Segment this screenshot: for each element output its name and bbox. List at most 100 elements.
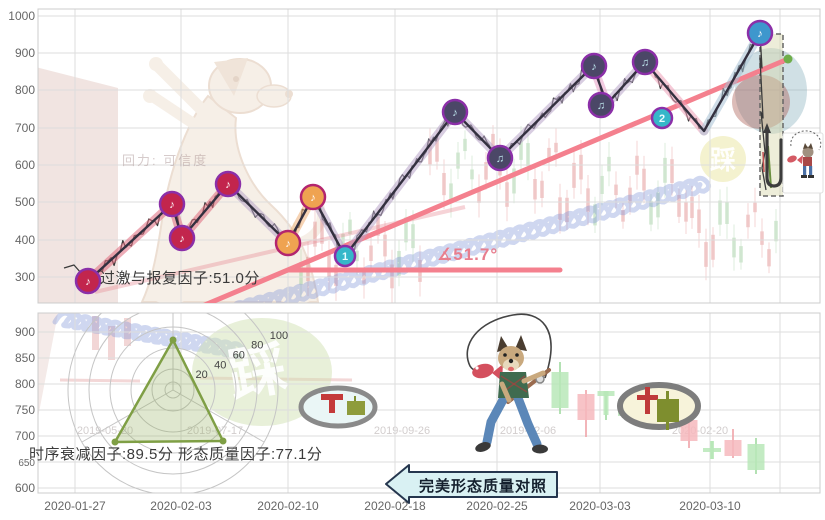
swing-marker[interactable]: ♪ <box>274 229 302 257</box>
watermark-candle-body <box>670 159 674 184</box>
swing-marker-circle[interactable] <box>158 190 186 218</box>
radar-ring-label: 40 <box>214 359 226 371</box>
watermark-candle-body <box>718 200 722 225</box>
watermark-candle-body <box>600 175 604 194</box>
pattern-badge-ellipse[interactable] <box>298 385 378 429</box>
radar-spoke <box>81 389 174 443</box>
swing-marker-circle[interactable] <box>746 19 774 47</box>
swing-marker-circle[interactable] <box>74 267 102 295</box>
watermark-squiggle <box>228 175 712 303</box>
swing-marker[interactable]: ♫ <box>587 91 615 119</box>
swing-marker-glyph: ♪ <box>452 107 458 119</box>
watermark-candle-body <box>369 245 373 262</box>
dog-arm <box>499 381 512 403</box>
watermark-candle-body <box>579 154 583 180</box>
forecast-blob-teal <box>735 48 807 134</box>
watermark-candle-body <box>470 169 474 180</box>
swing-marker[interactable]: ♪ <box>158 190 186 218</box>
swing-marker[interactable]: 1 <box>333 244 357 268</box>
swing-marker-glyph: ♫ <box>597 100 605 112</box>
watermark-candle-body <box>299 262 303 285</box>
watermark-red-candle <box>92 316 99 350</box>
swing-marker-glyph: ♪ <box>591 61 597 73</box>
candle-body <box>577 394 595 420</box>
swing-marker[interactable]: ♫ <box>486 144 514 172</box>
watermark-candle-body <box>593 204 597 226</box>
watermark-candle-body <box>760 231 764 245</box>
banner-arrow-shape[interactable] <box>385 464 558 504</box>
overshoot-factor-label: 过激与报复因子:51.0分 <box>100 270 260 287</box>
banner-arrow[interactable] <box>385 464 558 504</box>
swing-marker-circle[interactable] <box>441 98 469 126</box>
watermark-candle-body <box>684 202 688 222</box>
trend-end-dot <box>783 54 793 64</box>
swing-marker-circle[interactable] <box>587 91 615 119</box>
mini-dog-shoe <box>801 175 807 178</box>
swing-marker-glyph: ♪ <box>310 192 316 204</box>
swing-marker[interactable]: ♪ <box>168 224 196 252</box>
radar-vertex-dot <box>219 437 227 445</box>
watermark-candle-body <box>565 197 569 223</box>
stamp-circle <box>700 136 746 182</box>
swing-marker[interactable]: ♪ <box>746 19 774 47</box>
dog-muzzle <box>503 359 519 371</box>
swing-marker-circle[interactable] <box>168 224 196 252</box>
y-axis-tick-label: 300 <box>15 270 35 284</box>
forecast-blob-red <box>732 75 790 129</box>
dog-ear <box>214 58 248 96</box>
swing-marker-glyph: ♪ <box>225 179 231 191</box>
radar-polygon <box>113 338 225 444</box>
swing-marker-circle[interactable] <box>580 52 608 80</box>
watermark-candle-body <box>477 189 481 203</box>
x-axis-tick-label: 2020-02-03 <box>150 499 212 513</box>
watermark-candle-body <box>376 216 380 236</box>
mini-dog-ear <box>808 143 813 149</box>
watermark-candle-body <box>732 237 736 258</box>
swing-marker[interactable]: ♪ <box>299 183 327 211</box>
pattern-badge-right[interactable] <box>617 382 701 430</box>
swing-marker-glyph: ♫ <box>641 57 649 69</box>
x-axis-tick-label: 2020-03-03 <box>569 499 631 513</box>
fishing-line <box>466 313 552 379</box>
decay-factor-label: 时序衰减因子:89.5分 <box>29 446 174 463</box>
swing-marker[interactable]: ♪ <box>74 267 102 295</box>
candle-cross-h <box>703 448 721 452</box>
dog-head <box>208 58 272 114</box>
candle-body <box>680 420 698 441</box>
swing-marker[interactable]: ♫ <box>631 48 659 76</box>
radar-ring <box>67 313 279 493</box>
badge-candle-wick <box>666 421 669 430</box>
watermark-candle-body <box>572 162 576 188</box>
swing-marker[interactable]: 2 <box>650 106 674 130</box>
y-axis-tick-label: 900 <box>15 325 35 339</box>
swing-marker-circle[interactable] <box>274 229 302 257</box>
y-axis-tick-label: 600 <box>15 158 35 172</box>
watermark-candle-body <box>526 143 530 166</box>
mini-dog-ear <box>803 143 808 149</box>
swing-marker-circle[interactable] <box>486 144 514 172</box>
watermark-candle-body <box>697 209 701 233</box>
swing-marker-circle[interactable] <box>333 244 357 268</box>
swing-marker[interactable]: ♪ <box>214 170 242 198</box>
radar-vertex-dot <box>169 336 177 344</box>
swing-marker[interactable]: ♪ <box>580 52 608 80</box>
candle-body <box>551 372 569 408</box>
watermark-candle-body <box>753 202 757 213</box>
swing-marker-circle[interactable] <box>214 170 242 198</box>
watermark-candle-body <box>704 242 708 267</box>
banner-label[interactable]: 完美形态质量对照 <box>418 478 547 495</box>
watermark-candle-body <box>690 196 694 219</box>
mini-fish-icon <box>787 155 797 163</box>
watermark-candle-body <box>442 172 446 196</box>
swing-marker-circle[interactable] <box>299 183 327 211</box>
pattern-badge-left[interactable] <box>298 385 378 429</box>
mini-dog-vest <box>803 157 812 166</box>
swing-marker-circle[interactable] <box>650 106 674 130</box>
watermark-candle-body <box>348 219 352 235</box>
y-axis-tick-label: 400 <box>15 233 35 247</box>
swing-marker[interactable]: ♪ <box>441 98 469 126</box>
swing-marker-circle[interactable] <box>631 48 659 76</box>
candle-tee-stem <box>603 391 609 415</box>
fishing-hook-icon <box>765 131 783 188</box>
trend-line <box>203 56 791 303</box>
